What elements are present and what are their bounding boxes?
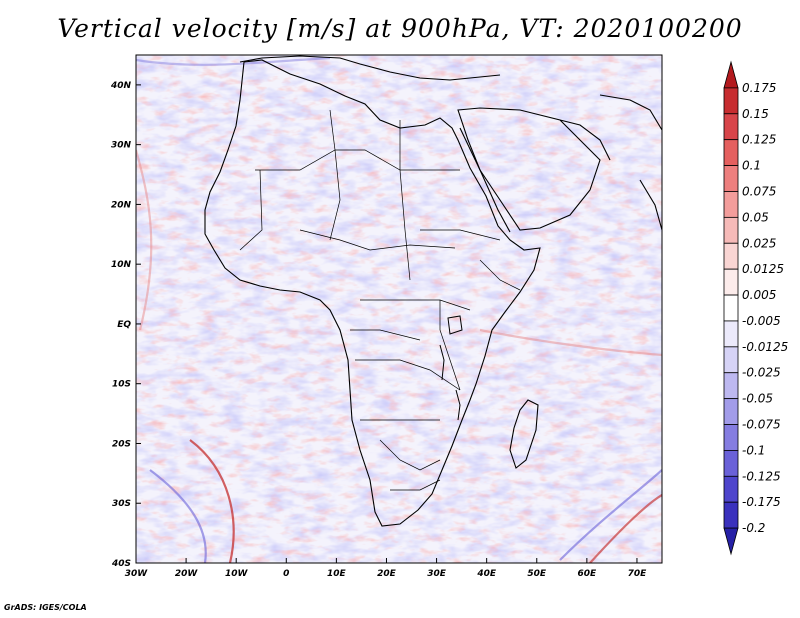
lat-tick-label: EQ xyxy=(117,320,131,330)
colorbar-label: 0.1 xyxy=(742,159,761,173)
colorbar-label: -0.0125 xyxy=(742,340,788,354)
colorbar-label: -0.175 xyxy=(742,495,781,509)
colorbar-label: 0.15 xyxy=(742,107,769,121)
vertical-velocity-field xyxy=(136,55,662,563)
great-lakes xyxy=(439,315,463,421)
lat-tick-label: 20S xyxy=(112,439,131,449)
lon-tick-label: 0 xyxy=(283,569,289,579)
lon-tick-label: 30W xyxy=(125,569,149,579)
wave-bands xyxy=(136,56,662,563)
colorbar-label: -0.05 xyxy=(742,392,773,406)
colorbar-segment xyxy=(723,113,739,141)
madagascar-coastline xyxy=(509,399,539,469)
colorbar-segment xyxy=(723,424,739,451)
plot-area xyxy=(135,54,663,564)
arabia-coastline xyxy=(457,107,601,231)
colorbar-segment xyxy=(723,450,739,477)
lat-tick-label: 30N xyxy=(111,141,132,151)
colorbar-segment xyxy=(723,501,739,529)
colorbar-label: 0.125 xyxy=(742,133,776,147)
colorbar-bottom-arrow xyxy=(723,527,739,556)
colorbar-segment xyxy=(723,294,739,322)
lat-tick-label: 40S xyxy=(111,559,131,569)
south-asia-coastline xyxy=(599,94,662,131)
lon-tick-label: 30E xyxy=(427,569,447,579)
africa-coastline xyxy=(204,59,541,527)
colorbar-label: -0.1 xyxy=(742,443,765,457)
lake-malawi xyxy=(455,389,461,421)
colorbar-label: 0.05 xyxy=(742,210,769,224)
colorbar-segment xyxy=(723,475,739,503)
colorbar-label: 0.0125 xyxy=(742,262,784,276)
colorbar-segment xyxy=(723,191,739,218)
colorbar: 0.175 0.15 0.125 0.1 0.075 0.05 0.025 0.0125 0.0… xyxy=(723,60,788,556)
coastlines xyxy=(204,55,662,527)
colorbar-segment xyxy=(723,268,739,296)
colorbar-segment xyxy=(723,139,739,166)
country-borders xyxy=(239,109,521,491)
colorbar-label: 0.005 xyxy=(742,288,776,302)
lake-victoria xyxy=(447,315,463,335)
longitude-axis: 30W 20W 10W 0 10E 20E 30E 40E 50E 60E 70E xyxy=(125,558,647,579)
colorbar-segment xyxy=(723,165,739,192)
lon-tick-label: 50E xyxy=(527,569,547,579)
colorbar-label: -0.005 xyxy=(742,314,781,328)
europe-coastline xyxy=(239,55,501,81)
lat-tick-label: 10N xyxy=(111,260,132,270)
lon-tick-label: 20W xyxy=(175,569,199,579)
lat-tick-label: 30S xyxy=(112,499,131,509)
credit-text: GrADS: IGES/COLA xyxy=(4,603,87,612)
lon-tick-label: 10W xyxy=(225,569,249,579)
colorbar-label: -0.025 xyxy=(742,366,781,380)
colorbar-segment xyxy=(723,242,739,270)
colorbar-label: -0.125 xyxy=(742,469,781,483)
colorbar-segment xyxy=(723,216,739,244)
colorbar-segment xyxy=(723,346,739,374)
colorbar-segment xyxy=(723,320,739,348)
colorbar-segment xyxy=(723,87,739,115)
lon-tick-label: 70E xyxy=(628,569,648,579)
colorbar-segment xyxy=(723,372,739,400)
colorbar-label: -0.075 xyxy=(742,418,781,432)
latitude-axis: 40N 30N 20N 10N EQ 10S 20S 30S 40S xyxy=(110,81,141,569)
lake-tanganyika xyxy=(439,344,445,381)
india-coastline xyxy=(639,179,662,231)
lon-tick-label: 40E xyxy=(476,569,497,579)
colorbar-label: 0.075 xyxy=(742,184,776,198)
red-sea xyxy=(459,127,511,233)
lon-tick-label: 10E xyxy=(327,569,347,579)
lon-tick-label: 20E xyxy=(377,569,397,579)
lat-tick-label: 40N xyxy=(110,81,132,91)
lat-tick-label: 20N xyxy=(111,200,132,210)
colorbar-segment xyxy=(723,398,739,425)
plot-frame xyxy=(135,54,663,564)
chart-title: Vertical velocity [m/s] at 900hPa, VT: 2… xyxy=(57,14,743,43)
colorbar-label: 0.025 xyxy=(742,236,776,250)
lat-tick-label: 10S xyxy=(112,380,131,390)
lon-tick-label: 60E xyxy=(578,569,598,579)
colorbar-label: -0.2 xyxy=(742,521,765,535)
colorbar-label: 0.175 xyxy=(742,81,776,95)
colorbar-top-arrow xyxy=(723,60,739,89)
persian-gulf xyxy=(559,119,611,161)
